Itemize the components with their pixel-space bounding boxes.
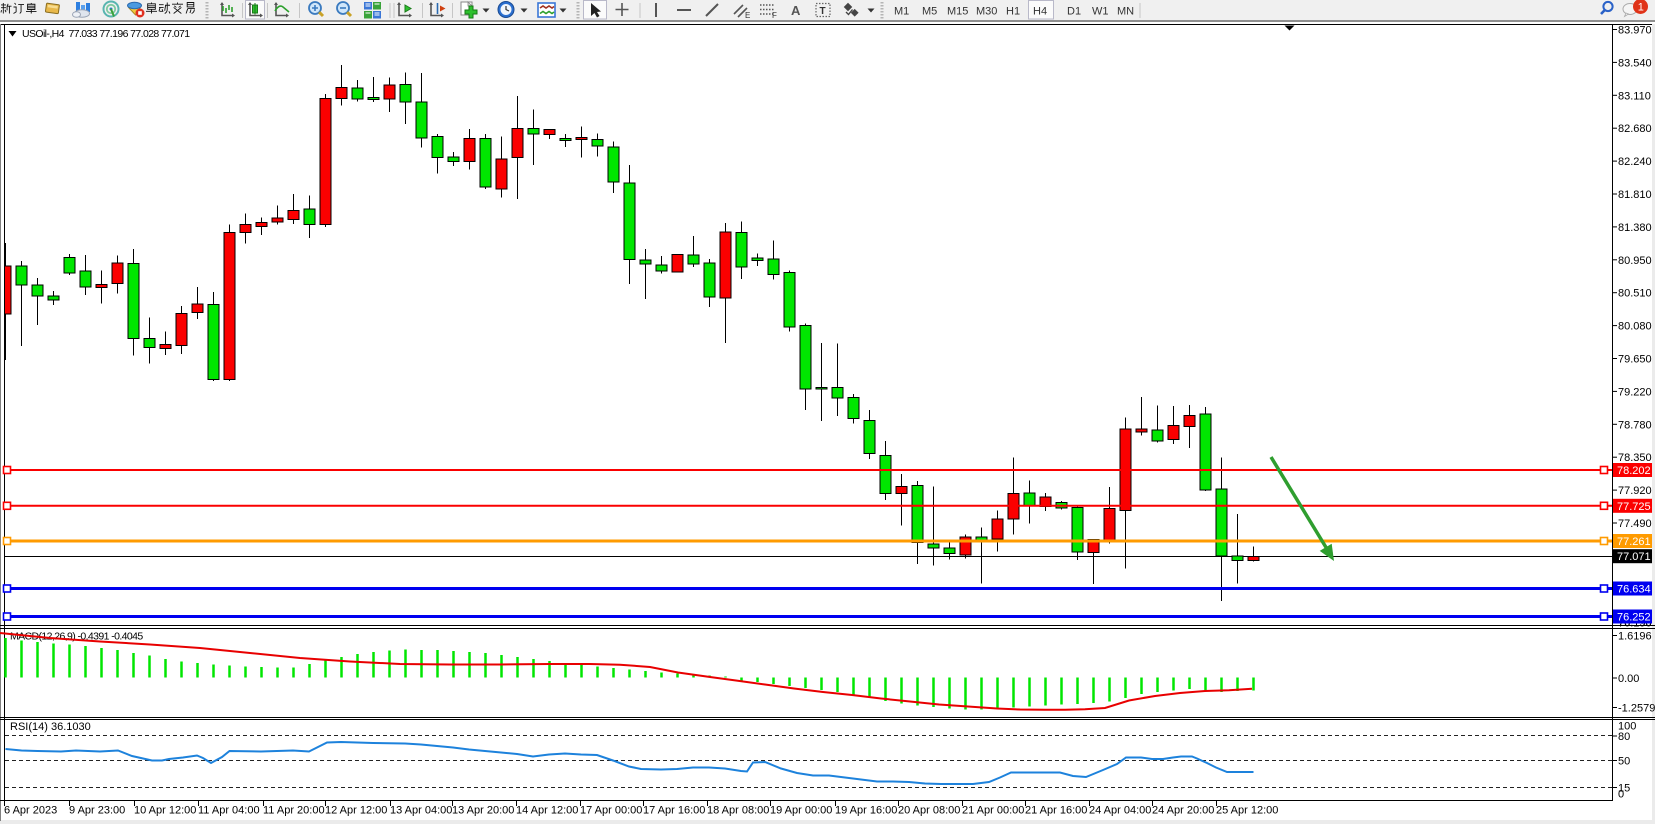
- svg-text:78.350: 78.350: [1618, 452, 1652, 464]
- svg-text:A: A: [791, 3, 801, 18]
- svg-text:19 Apr 00:00: 19 Apr 00:00: [770, 805, 832, 817]
- svg-text:77.261: 77.261: [1617, 536, 1651, 548]
- svg-text:79.650: 79.650: [1618, 354, 1652, 366]
- svg-text:19 Apr 16:00: 19 Apr 16:00: [835, 805, 897, 817]
- svg-text:6 Apr 2023: 6 Apr 2023: [4, 805, 57, 817]
- svg-text:M1: M1: [894, 6, 909, 18]
- svg-text:80: 80: [1618, 731, 1630, 743]
- svg-text:76.634: 76.634: [1617, 584, 1651, 596]
- svg-text:0: 0: [1618, 789, 1624, 801]
- svg-text:24 Apr 04:00: 24 Apr 04:00: [1089, 805, 1151, 817]
- svg-text:50: 50: [1618, 756, 1630, 768]
- svg-text:77.071: 77.071: [1617, 551, 1651, 563]
- svg-text:W1: W1: [1092, 6, 1109, 18]
- svg-text:77.725: 77.725: [1617, 501, 1651, 513]
- svg-text:F: F: [772, 11, 777, 20]
- svg-text:81.810: 81.810: [1618, 189, 1652, 201]
- svg-text:9 Apr 23:00: 9 Apr 23:00: [69, 805, 125, 817]
- svg-text:11 Apr 20:00: 11 Apr 20:00: [263, 805, 325, 817]
- svg-text:76.252: 76.252: [1617, 612, 1651, 624]
- svg-text:USOil-,H4 77.033 77.196 77.02: USOil-,H4 77.033 77.196 77.028 77.071: [22, 28, 190, 40]
- svg-text:MACD(12,26,9) -0.4391 -0.4045: MACD(12,26,9) -0.4391 -0.4045: [10, 631, 143, 643]
- svg-text:17 Apr 16:00: 17 Apr 16:00: [643, 805, 705, 817]
- svg-text:MN: MN: [1117, 6, 1134, 18]
- svg-text:79.220: 79.220: [1618, 386, 1652, 398]
- svg-text:H4: H4: [1033, 6, 1047, 18]
- svg-text:80.080: 80.080: [1618, 321, 1652, 333]
- svg-text:10 Apr 12:00: 10 Apr 12:00: [134, 805, 196, 817]
- svg-text:15: 15: [1618, 783, 1630, 795]
- svg-text:18 Apr 08:00: 18 Apr 08:00: [707, 805, 769, 817]
- svg-text:T: T: [820, 6, 826, 17]
- svg-text:82.240: 82.240: [1618, 156, 1652, 168]
- svg-text:M30: M30: [976, 6, 997, 18]
- svg-text:0.00: 0.00: [1618, 673, 1639, 685]
- svg-text:78.202: 78.202: [1617, 465, 1651, 477]
- svg-text:12 Apr 12:00: 12 Apr 12:00: [325, 805, 387, 817]
- svg-text:24 Apr 20:00: 24 Apr 20:00: [1152, 805, 1214, 817]
- svg-text:1.6196: 1.6196: [1618, 631, 1652, 643]
- svg-text:1: 1: [1638, 2, 1644, 14]
- svg-text:77.920: 77.920: [1618, 485, 1652, 497]
- svg-text:82.680: 82.680: [1618, 123, 1652, 135]
- svg-text:-1.2579: -1.2579: [1618, 703, 1655, 715]
- svg-text:D1: D1: [1067, 6, 1081, 18]
- svg-text:83.970: 83.970: [1618, 25, 1652, 37]
- svg-text:77.490: 77.490: [1618, 518, 1652, 530]
- svg-text:83.110: 83.110: [1618, 90, 1651, 102]
- svg-text:17 Apr 00:00: 17 Apr 00:00: [580, 805, 642, 817]
- svg-text:20 Apr 08:00: 20 Apr 08:00: [898, 805, 960, 817]
- svg-text:RSI(14) 36.1030: RSI(14) 36.1030: [10, 721, 91, 733]
- svg-text:21 Apr 16:00: 21 Apr 16:00: [1025, 805, 1087, 817]
- svg-text:M15: M15: [947, 6, 968, 18]
- svg-text:21 Apr 00:00: 21 Apr 00:00: [962, 805, 1024, 817]
- svg-text:100: 100: [1618, 721, 1636, 733]
- svg-text:83.540: 83.540: [1618, 57, 1652, 69]
- svg-text:13 Apr 20:00: 13 Apr 20:00: [452, 805, 514, 817]
- svg-text:80.950: 80.950: [1618, 255, 1652, 267]
- svg-text:80.510: 80.510: [1618, 288, 1652, 300]
- svg-text:78.780: 78.780: [1618, 419, 1652, 431]
- svg-text:E: E: [745, 11, 750, 20]
- svg-text:11 Apr 04:00: 11 Apr 04:00: [198, 805, 260, 817]
- svg-text:H1: H1: [1006, 6, 1020, 18]
- svg-text:M5: M5: [922, 6, 937, 18]
- svg-text:25 Apr 12:00: 25 Apr 12:00: [1216, 805, 1278, 817]
- svg-text:14 Apr 12:00: 14 Apr 12:00: [516, 805, 578, 817]
- svg-text:81.380: 81.380: [1618, 222, 1652, 234]
- svg-text:13 Apr 04:00: 13 Apr 04:00: [390, 805, 452, 817]
